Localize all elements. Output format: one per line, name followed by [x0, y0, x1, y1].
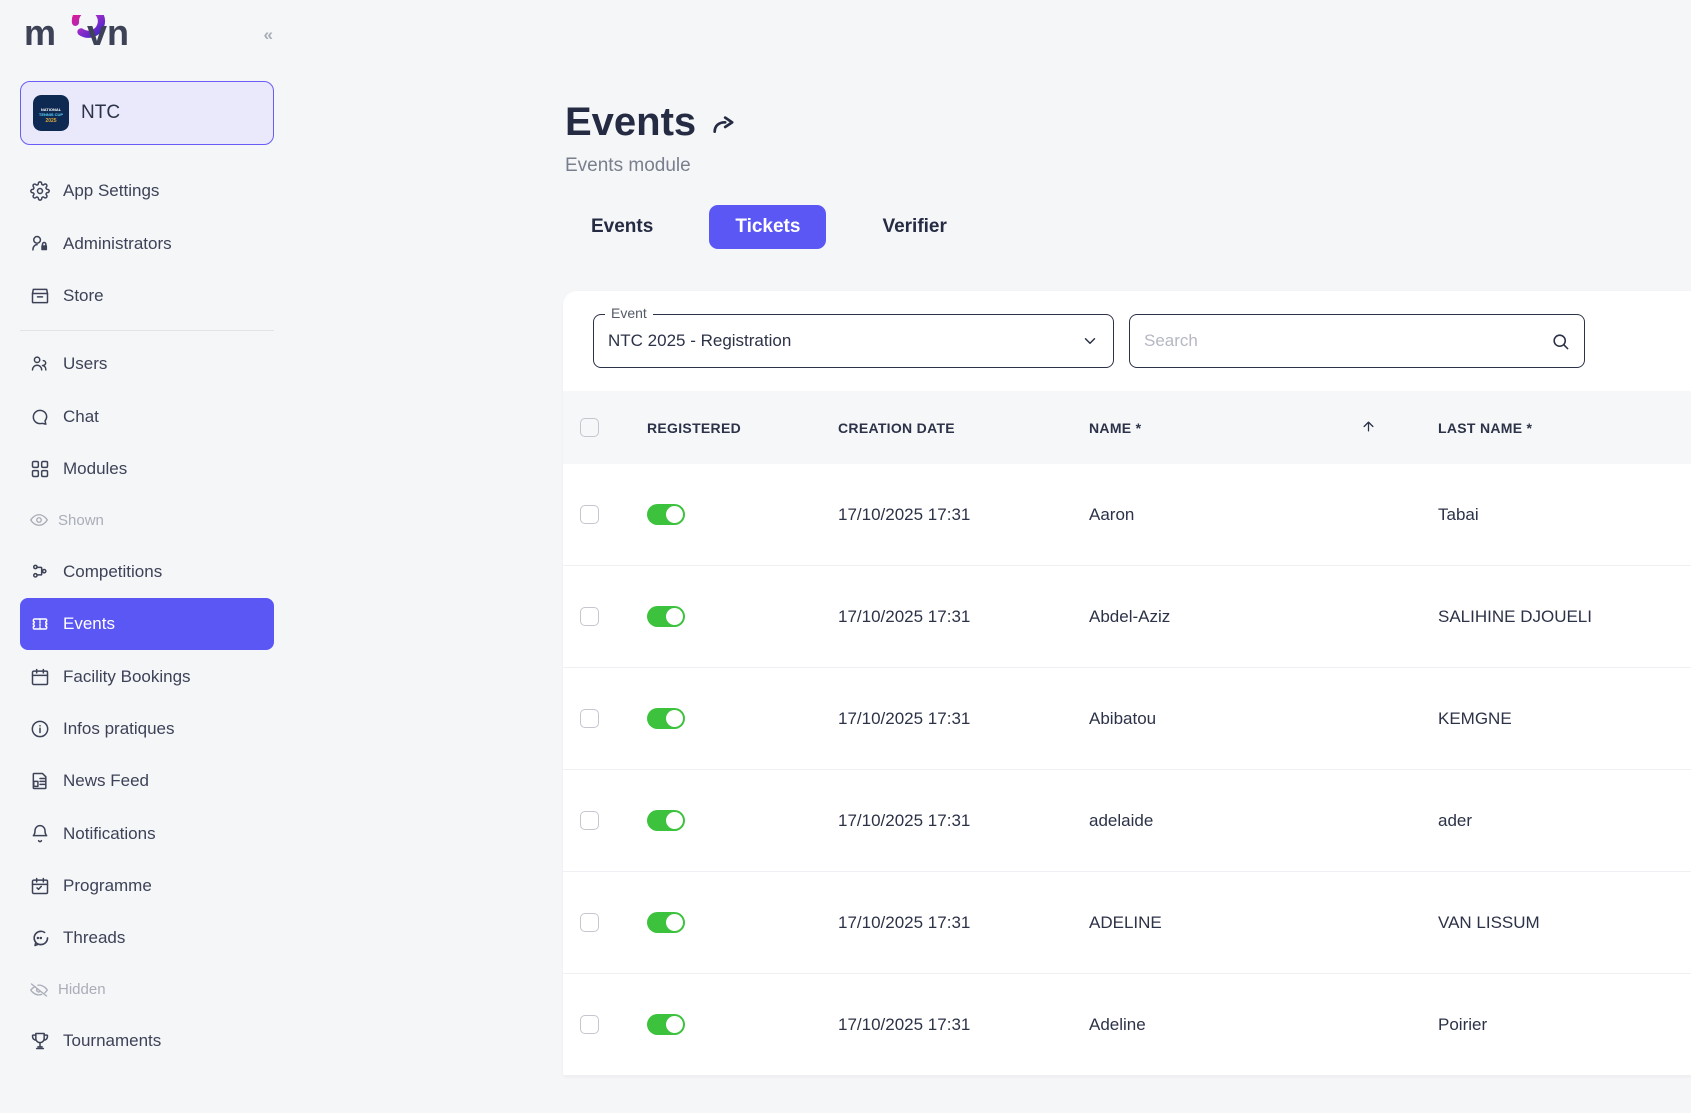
svg-text:m: m: [24, 15, 56, 53]
svg-text:2025: 2025: [45, 118, 56, 124]
svg-text:vn: vn: [87, 15, 129, 53]
svg-text:TENNIS CUP: TENNIS CUP: [39, 112, 64, 117]
